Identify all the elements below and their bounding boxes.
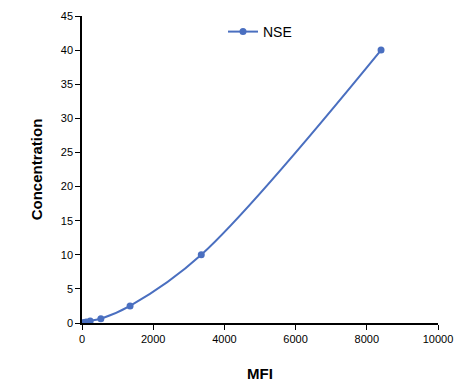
svg-text:Concentration: Concentration — [28, 119, 45, 221]
svg-text:4000: 4000 — [212, 333, 236, 345]
svg-text:45: 45 — [61, 10, 73, 22]
svg-text:35: 35 — [61, 78, 73, 90]
svg-text:25: 25 — [61, 146, 73, 158]
svg-text:15: 15 — [61, 215, 73, 227]
svg-text:10000: 10000 — [423, 333, 454, 345]
svg-text:0: 0 — [79, 333, 85, 345]
svg-text:6000: 6000 — [283, 333, 307, 345]
svg-text:8000: 8000 — [355, 333, 379, 345]
svg-text:20: 20 — [61, 180, 73, 192]
svg-text:0: 0 — [67, 317, 73, 329]
svg-text:40: 40 — [61, 44, 73, 56]
svg-text:5: 5 — [67, 283, 73, 295]
svg-text:NSE: NSE — [263, 24, 292, 40]
svg-text:2000: 2000 — [141, 333, 165, 345]
svg-text:30: 30 — [61, 112, 73, 124]
svg-text:MFI: MFI — [247, 365, 273, 382]
svg-text:10: 10 — [61, 249, 73, 261]
